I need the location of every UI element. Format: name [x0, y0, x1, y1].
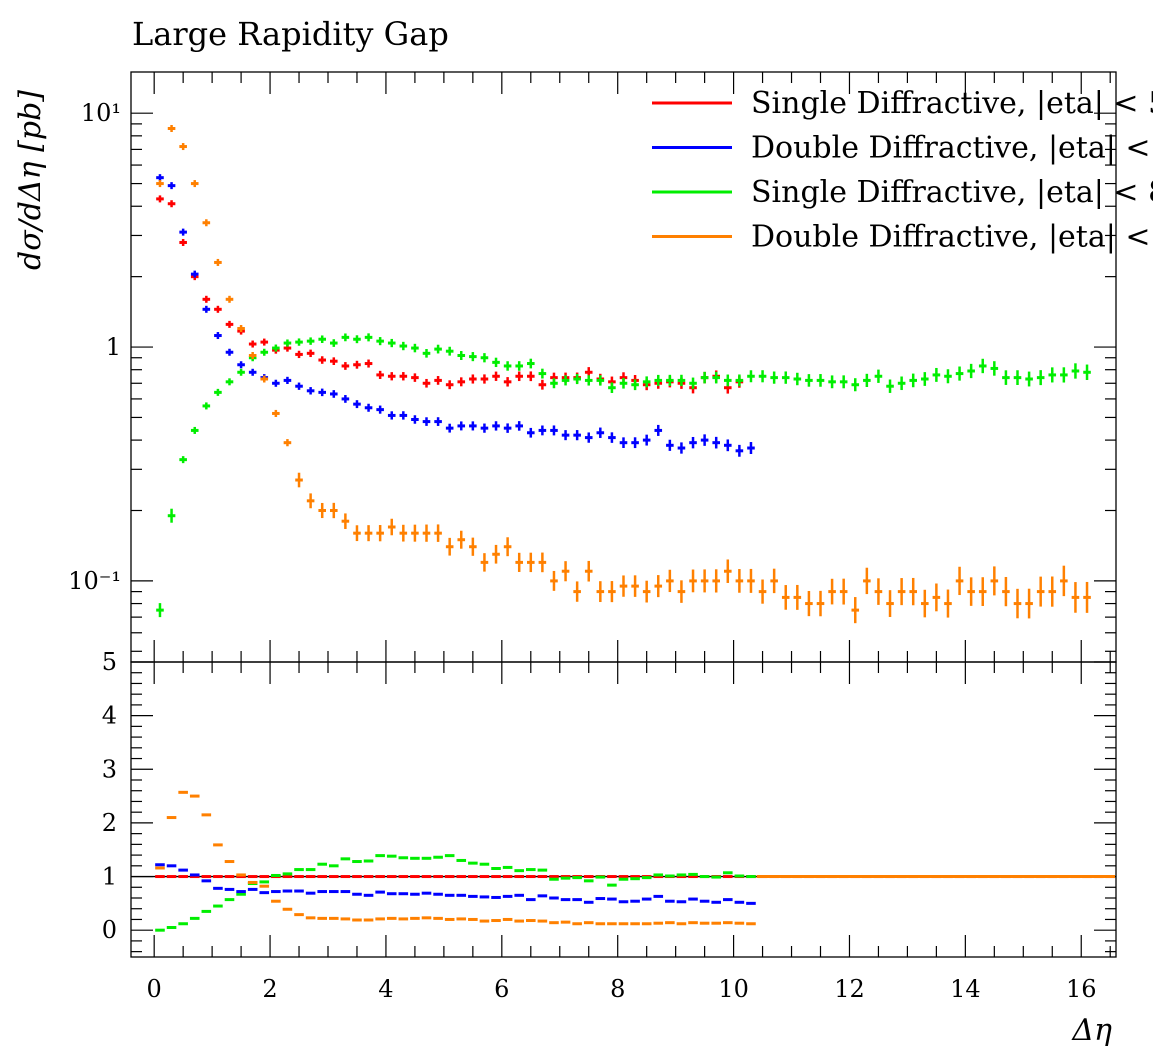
legend: Single Diffractive, |eta| < 5 Double Diff… [652, 86, 1153, 255]
x-tick-label: 0 [147, 975, 162, 1003]
ratio-series-3 [155, 854, 756, 932]
ratio-y-tick-label: 0 [102, 916, 117, 944]
main-axis-ticks: 10⁻¹ 1 10¹ [68, 72, 1116, 662]
x-tick-label: 6 [494, 975, 509, 1003]
main-series-layer [156, 124, 1091, 624]
ratio-y-tick-label: 1 [102, 863, 117, 891]
main-y-tick-label: 1 [106, 333, 121, 361]
ratio-series-4 [155, 790, 756, 926]
legend-label: Single Diffractive, |eta| < 5 [751, 86, 1153, 121]
legend-label: Double Diffractive, |eta| < 8 [751, 220, 1153, 255]
main-y-tick-label: 10¹ [81, 99, 121, 127]
legend-label: Single Diffractive, |eta| < 8 [751, 175, 1153, 210]
ratio-y-tick-label: 2 [102, 809, 117, 837]
y-axis-label: dσ/dΔη [pb] [13, 90, 48, 270]
x-tick-label: 10 [718, 975, 749, 1003]
x-tick-label: 12 [834, 975, 865, 1003]
main-series-2 [156, 174, 755, 457]
ratio-series-2 [155, 863, 756, 905]
x-tick-label: 2 [262, 975, 277, 1003]
x-tick-label: 4 [378, 975, 393, 1003]
main-series-3 [156, 333, 1091, 618]
ratio-plot-frame [130, 661, 1117, 958]
x-tick-label: 8 [610, 975, 625, 1003]
main-series-4 [156, 124, 1091, 624]
x-axis-label: Δη [1071, 1013, 1112, 1048]
x-tick-label: 16 [1066, 975, 1097, 1003]
main-panel: 10⁻¹ 1 10¹ dσ/dΔη [pb] [13, 71, 1117, 663]
ratio-y-tick-label: 4 [102, 702, 117, 730]
ratio-y-tick-label: 5 [102, 648, 117, 676]
legend-label: Double Diffractive, |eta| < 5 [751, 131, 1153, 166]
main-y-tick-label: 10⁻¹ [68, 567, 121, 595]
x-tick-label: 14 [950, 975, 981, 1003]
ratio-series-layer [155, 790, 1115, 932]
ratio-y-tick-label: 3 [102, 755, 117, 783]
chart-title: Large Rapidity Gap [132, 15, 449, 53]
